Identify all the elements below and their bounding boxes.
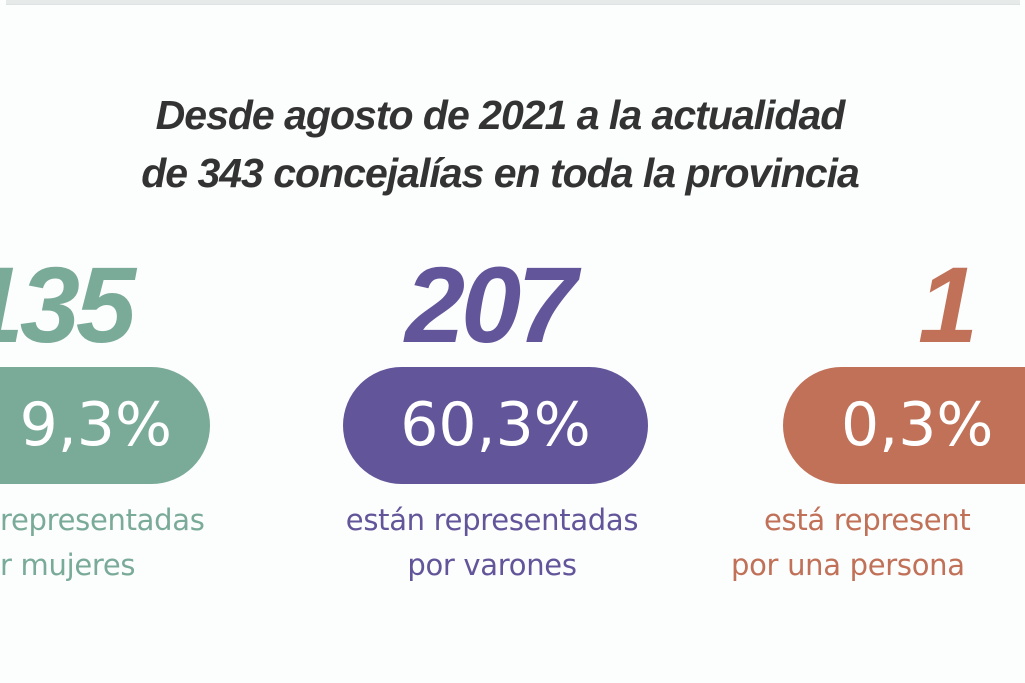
women-caption-2: r mujeres <box>0 548 136 582</box>
title-line-2: de 343 concejalías en toda la provincia <box>141 150 860 196</box>
other-caption-2: por una persona <box>731 548 965 582</box>
women-count: 135 <box>0 244 136 365</box>
men-percent: 60,3% <box>400 390 591 460</box>
men-count: 207 <box>405 244 577 365</box>
women-percent-pill: 9,3% <box>0 367 210 484</box>
men-caption-1: están representadas <box>345 503 639 537</box>
title-line-1: Desde agosto de 2021 a la actualidad <box>155 92 846 138</box>
men-caption-2: por varones <box>407 548 577 582</box>
women-percent: 9,3% <box>19 390 172 460</box>
other-caption-1: está represent <box>764 503 971 537</box>
other-percent-pill: 0,3% <box>783 367 1025 484</box>
women-caption-1: representadas <box>0 503 205 537</box>
other-percent: 0,3% <box>841 390 994 460</box>
men-percent-pill: 60,3% <box>343 367 648 484</box>
other-count: 1 <box>918 244 978 365</box>
top-border <box>6 0 1020 5</box>
